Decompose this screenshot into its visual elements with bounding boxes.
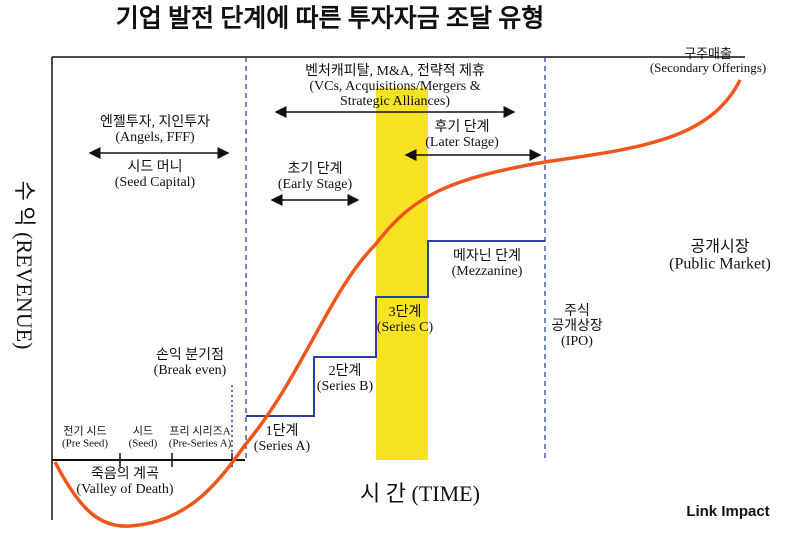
- label-text: 공개상장: [551, 318, 603, 334]
- label-text: (Pre Seed): [62, 438, 108, 450]
- label-text: 후기 단계: [434, 119, 489, 135]
- title: 기업 발전 단계에 따른 투자자금 조달 유형: [116, 5, 545, 33]
- label-text: 공개시장: [691, 238, 750, 256]
- label-text: 엔젤투자, 지인투자: [100, 114, 210, 130]
- label-text: (Seed): [129, 438, 158, 450]
- label-text: Strategic Alliances): [340, 94, 450, 109]
- label-text: 전기 시드: [63, 425, 106, 438]
- logo: Link Impact: [686, 503, 769, 520]
- x-axis-label: 시 간 (TIME): [360, 481, 480, 506]
- label-text: 손익 분기점: [156, 347, 224, 363]
- label-text: (Break even): [154, 363, 227, 378]
- y-axis-label: 수 익 (REVENUE): [12, 181, 37, 350]
- highlight-band: [376, 88, 428, 460]
- label-text: 주식: [564, 303, 590, 319]
- label-text: (VCs, Acquisitions/Mergers &: [309, 79, 480, 94]
- range-arrows: [88, 106, 542, 206]
- label-text: 시드: [133, 426, 153, 438]
- label-text: 구주매출: [684, 46, 732, 61]
- label-text: 2단계: [329, 363, 362, 379]
- label-text: (Valley of Death): [76, 482, 174, 497]
- label-text: (Series B): [317, 379, 374, 394]
- label-text: 초기 단계: [287, 161, 342, 177]
- label-text: 3단계: [389, 304, 422, 320]
- label-text: 1단계: [266, 423, 299, 439]
- label-text: (Secondary Offerings): [650, 60, 766, 75]
- label-text: (Series C): [377, 320, 434, 335]
- label-text: 프리 시리즈A: [169, 425, 230, 438]
- funding-steps: [246, 240, 545, 417]
- label-text: (Mezzanine): [452, 264, 523, 279]
- label-text: 죽음의 계곡: [91, 466, 159, 482]
- label-text: (Series A): [254, 439, 311, 454]
- label-text: 시드 머니: [127, 159, 182, 175]
- label-text: (Seed Capital): [115, 175, 196, 190]
- stage-dividers: [245, 57, 546, 460]
- label-text: (Pre-Series A): [169, 438, 232, 450]
- label-text: (Early Stage): [278, 177, 353, 192]
- label-text: (Angels, FFF): [115, 130, 195, 145]
- label-text: (IPO): [561, 334, 593, 349]
- revenue-curve: [53, 79, 742, 528]
- label-text: 메자닌 단계: [453, 248, 521, 264]
- label-text: (Public Market): [669, 256, 771, 273]
- label-text: 벤처캐피탈, M&A, 전략적 제휴: [305, 63, 485, 79]
- label-text: (Later Stage): [425, 135, 499, 150]
